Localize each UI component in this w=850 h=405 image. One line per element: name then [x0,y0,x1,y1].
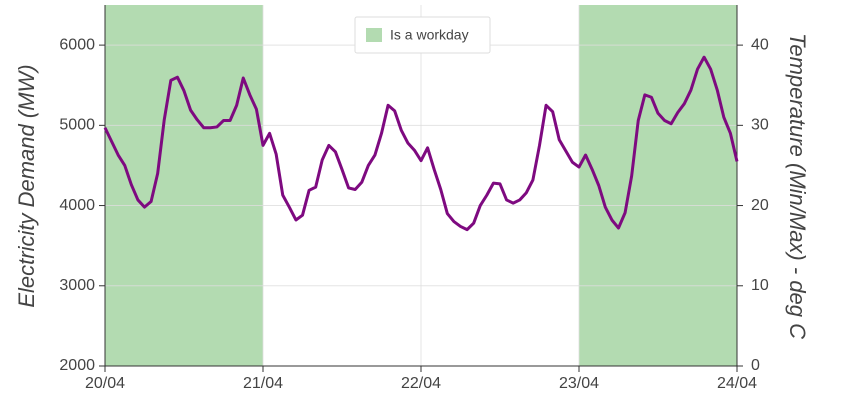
legend-box [354,16,491,54]
x-tick-label: 20/04 [85,375,125,392]
y-tick-label: 2000 [59,357,95,374]
y-tick-label: 6000 [59,36,95,53]
x-tick-label: 23/04 [559,375,599,392]
x-tick-label: 21/04 [243,375,283,392]
y2-axis-label: Temperature (Min/Max) - deg C [785,33,810,339]
workday-band [579,5,737,366]
demand-line [103,55,739,232]
y2-tick-label: 10 [751,277,769,294]
workday-band [105,5,263,366]
y2-tick-label: 0 [751,357,760,374]
y-tick-label: 5000 [59,117,95,134]
legend-swatch [366,28,382,42]
y-axis-label: Electricity Demand (MW) [14,64,39,307]
y2-tick-label: 40 [751,36,769,53]
y2-tick-label: 30 [751,117,769,134]
y-tick-label: 4000 [59,197,95,214]
x-tick-label: 22/04 [401,375,441,392]
x-tick-label: 24/04 [717,375,757,392]
y-tick-label: 3000 [59,277,95,294]
y2-tick-label: 20 [751,197,769,214]
legend-label: Is a workday [390,27,469,43]
